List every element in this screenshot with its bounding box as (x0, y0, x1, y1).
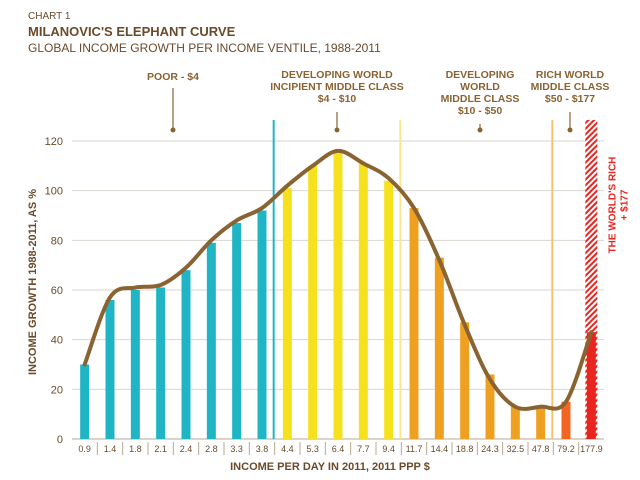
bar-1.4 (105, 299, 115, 439)
chart-title: MILANOVIC'S ELEPHANT CURVE (28, 24, 236, 39)
group-dividers (272, 120, 554, 439)
y-tick-label: 100 (45, 186, 63, 198)
rich-label-line: + $177 (619, 189, 630, 220)
group-label: DEVELOPING WORLD INCIPIENT MIDDLE CLASS $4… (270, 69, 404, 105)
x-tick-label: 177.9 (580, 444, 603, 454)
x-tick-label: 47.8 (532, 444, 550, 454)
bar-79.2 (561, 401, 571, 439)
group-label-line: MIDDLE CLASS (441, 93, 520, 105)
x-tick-label: 3.8 (256, 444, 269, 454)
bar-2.8 (206, 242, 216, 439)
bar-32.5 (510, 406, 520, 439)
group-pointer-dot (477, 127, 483, 133)
curve-layer (82, 148, 594, 411)
x-tick-label: 32.5 (507, 444, 525, 454)
y-ticks: 0 20 40 60 80 100 120 (45, 136, 63, 446)
y-tick-label: 0 (57, 434, 63, 446)
bar-9.4 (384, 180, 394, 439)
group-label-line: DEVELOPING WORLD (281, 69, 393, 81)
group-pointer-dot (334, 127, 340, 133)
group-label-line: $50 - $177 (545, 93, 595, 105)
rich-label: THE WORLD'S RICH+ $177 (607, 157, 630, 254)
x-tick-label: 5.3 (306, 444, 319, 454)
x-tick-label: 1.4 (104, 444, 117, 454)
y-tick-label: 80 (51, 235, 63, 247)
chart-number: CHART 1 (28, 11, 71, 22)
group-label-line: INCIPIENT MIDDLE CLASS (270, 81, 404, 93)
x-tick-label: 2.8 (205, 444, 218, 454)
x-tick-label: 4.4 (281, 444, 294, 454)
x-tick-label: 0.9 (78, 444, 91, 454)
x-axis-label: INCOME PER DAY IN 2011, 2011 PPP $ (230, 461, 430, 473)
group-label-line: RICH WORLD (536, 69, 605, 81)
group-label-line: $4 - $10 (318, 93, 357, 105)
bar-4.4 (282, 188, 292, 439)
bar-3.8 (257, 210, 267, 439)
chart-subtitle: GLOBAL INCOME GROWTH PER INCOME VENTILE,… (28, 41, 381, 55)
bars (80, 150, 596, 440)
group-labels: POOR - $4 DEVELOPING WORLD INCIPIENT MIDDL… (147, 69, 609, 133)
bar-5.3 (308, 165, 318, 440)
y-tick-label: 120 (45, 136, 63, 148)
y-tick-label: 20 (51, 384, 63, 396)
group-label-line: MIDDLE CLASS (531, 81, 610, 93)
bar-47.8 (536, 406, 546, 439)
bar-177.9 (586, 332, 596, 439)
x-tick-label: 3.3 (230, 444, 243, 454)
y-tick-label: 60 (51, 285, 63, 297)
rich-label-line: THE WORLD'S RICH (607, 157, 618, 254)
x-tick-label: 7.7 (357, 444, 370, 454)
y-axis-label: INCOME GROWTH 1988-2011, AS % (27, 189, 39, 375)
group-pointer-dot (567, 127, 573, 133)
bar-6.4 (333, 150, 343, 439)
bar-14.4 (434, 257, 444, 439)
bar-18.8 (460, 322, 470, 439)
x-tick-label: 6.4 (332, 444, 345, 454)
x-tick-label: 2.1 (154, 444, 167, 454)
bar-2.4 (181, 270, 191, 439)
x-ticks: 0.9 1.4 1.8 2.1 2.4 2.8 3.3 3.8 4.4 5.3 6.4 7.7 9.4 1… (78, 442, 603, 455)
group-label-line: WORLD (460, 81, 500, 93)
x-tick-label: 2.4 (180, 444, 193, 454)
x-tick-label: 24.3 (481, 444, 499, 454)
bar-7.7 (358, 163, 368, 439)
x-tick-label: 14.4 (431, 444, 449, 454)
group-label: DEVELOPING WORLD MIDDLE CLASS $10 - $50 (441, 69, 520, 117)
group-label: POOR - $4 (147, 71, 199, 83)
group-label: RICH WORLD MIDDLE CLASS $50 - $177 (531, 69, 610, 105)
x-tick-label: 1.8 (129, 444, 142, 454)
bar-1.8 (130, 290, 140, 439)
bar-24.3 (485, 374, 495, 439)
bar-2.1 (156, 287, 166, 439)
y-tick-label: 40 (51, 335, 63, 347)
growth-curve (82, 148, 594, 411)
bar-11.7 (409, 208, 419, 439)
x-tick-label: 11.7 (406, 444, 423, 454)
group-label-line: $10 - $50 (458, 105, 503, 117)
x-tick-label: 9.4 (382, 444, 395, 454)
x-tick-label: 79.2 (557, 444, 575, 454)
x-tick-label: 18.8 (456, 444, 474, 454)
group-label-line: DEVELOPING (446, 69, 515, 81)
bar-0.9 (80, 364, 90, 439)
group-pointer-dot (170, 127, 176, 133)
group-label-line: POOR - $4 (147, 71, 199, 83)
bar-3.3 (232, 222, 242, 439)
